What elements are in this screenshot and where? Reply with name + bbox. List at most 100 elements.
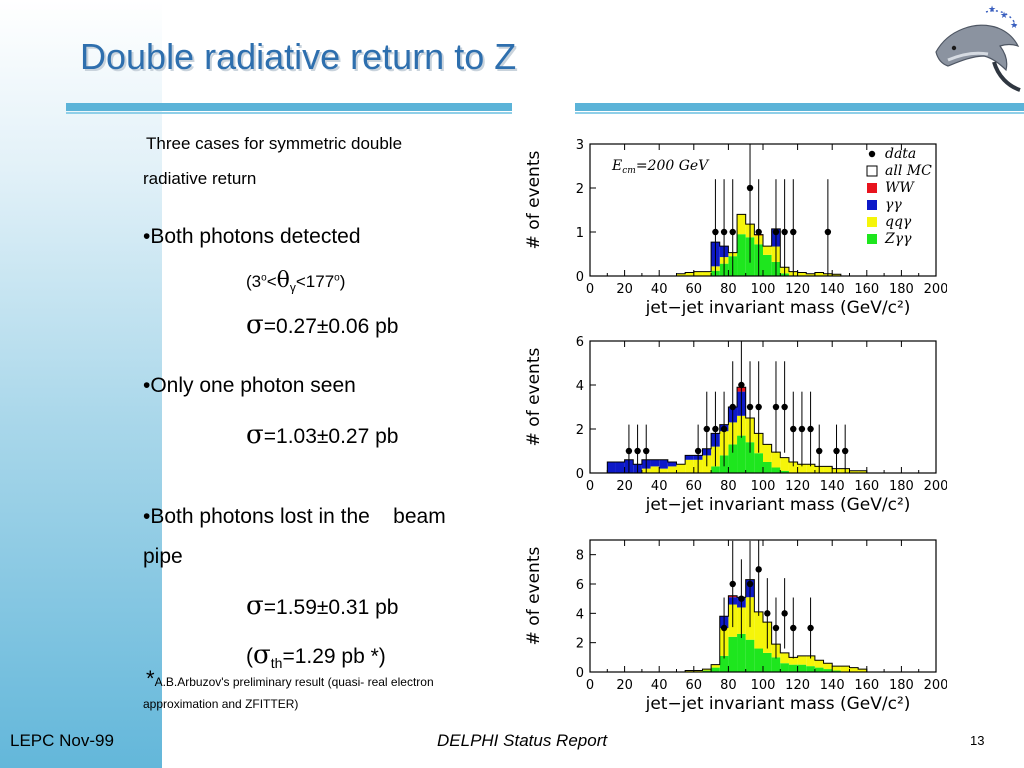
data-point (781, 610, 788, 617)
data-point (772, 228, 780, 236)
bar-qqγ (832, 666, 841, 671)
y-tick-label: 0 (576, 467, 584, 482)
bar-qqγ (840, 666, 850, 672)
bar-qqγ (676, 273, 686, 276)
case-1-heading: •Both photons detected (143, 225, 361, 248)
bar-Zγγ (763, 652, 772, 672)
bar-Zγγ (737, 435, 746, 473)
y-axis-label: # of events (524, 151, 544, 250)
data-point (703, 425, 710, 433)
bar-γγ (667, 462, 677, 467)
bar-Zγγ (719, 655, 729, 672)
data-point (720, 624, 728, 632)
footnote: *A.B.Arbuzov's preliminary result (quasi… (146, 666, 434, 691)
legend-label: WW (885, 180, 915, 196)
data-point (694, 447, 702, 455)
data-point (772, 403, 780, 411)
x-axis-label: jet−jet invariant mass (GeV/c²) (645, 694, 911, 712)
data-point (729, 580, 736, 588)
bar-qqγ (685, 459, 694, 473)
mc-outline (606, 386, 868, 473)
bar-qqγ (858, 669, 867, 672)
annotation-rest: =200 GeV (636, 158, 710, 174)
mc-outline (684, 579, 868, 672)
page-number: 13 (970, 733, 985, 748)
data-point (755, 228, 762, 236)
intro-line-2: radiative return (143, 169, 257, 188)
bar-qqγ (676, 464, 686, 473)
bar-qqγ (659, 468, 668, 473)
data-point (634, 447, 641, 455)
bar-qqγ (788, 462, 798, 473)
x-tick-label: 120 (785, 678, 810, 693)
x-tick-label: 40 (651, 282, 668, 297)
bar-qqγ (702, 669, 712, 671)
y-tick-label: 4 (576, 607, 584, 622)
bar-Zγγ (754, 453, 763, 473)
bar-qqγ (814, 660, 824, 668)
bar-Zγγ (788, 664, 798, 672)
x-tick-label: 160 (854, 282, 879, 297)
bar-Zγγ (728, 636, 738, 672)
x-tick-label: 20 (616, 479, 633, 494)
title-rule-right (575, 103, 1024, 111)
x-tick-label: 80 (720, 282, 737, 297)
y-tick-label: 3 (576, 138, 584, 153)
bar-Zγγ (754, 648, 763, 672)
bar-qqγ (667, 466, 677, 473)
bar-qqγ (832, 274, 841, 276)
legend-label: all MC (885, 163, 932, 179)
bar-Zγγ (780, 470, 789, 473)
sidebar-gradient (0, 0, 162, 768)
y-tick-label: 2 (576, 182, 584, 197)
legend-marker-mc (866, 165, 878, 177)
x-tick-label: 160 (854, 479, 879, 494)
bar-qqγ (797, 272, 807, 276)
annotation-sub: cm (622, 166, 636, 176)
x-tick-label: 200 (924, 479, 947, 494)
x-tick-label: 80 (720, 479, 737, 494)
data-point (798, 425, 806, 433)
case-3-heading-cont: pipe (143, 545, 183, 568)
histogram-panel-3: 0 20 40 60 80 100 120 140 160 180 200 0 2 4 6 8 jet−jet … (515, 532, 947, 712)
data-point (720, 228, 728, 236)
x-tick-label: 120 (785, 479, 810, 494)
y-tick-label: 2 (576, 637, 584, 652)
bar-Zγγ (745, 639, 755, 672)
x-tick-label: 140 (820, 479, 845, 494)
legend-label: data (885, 146, 916, 162)
svg-text:★: ★ (1000, 11, 1008, 21)
bar-qqγ (858, 470, 867, 473)
legend-label: Zγγ (884, 231, 912, 247)
bar-qqγ (763, 444, 772, 462)
data-point (772, 624, 780, 632)
bar-qqγ (737, 214, 746, 235)
data-point (764, 610, 771, 617)
bar-qqγ (685, 670, 694, 672)
bar-Zγγ (728, 444, 738, 473)
x-tick-label: 180 (889, 282, 914, 297)
y-tick-label: 2 (576, 423, 584, 438)
x-tick-label: 140 (820, 282, 845, 297)
bar-qqγ (685, 272, 694, 276)
x-tick-label: 20 (616, 678, 633, 693)
x-tick-label: 0 (586, 282, 594, 297)
legend-marker-green (867, 234, 877, 244)
data-point (790, 425, 797, 433)
legend-marker-yellow (867, 217, 877, 227)
x-axis-label: jet−jet invariant mass (GeV/c²) (645, 298, 911, 316)
y-axis-label: # of events (524, 348, 544, 447)
data-point (807, 425, 814, 433)
bar-γγ (659, 459, 668, 469)
data-point (841, 447, 849, 455)
bar-γγ (685, 455, 694, 460)
histogram-panel-1: 0 20 40 60 80 100 120 140 160 180 200 0 1 2 3 jet−jet i… (515, 136, 947, 316)
svg-text:★: ★ (988, 5, 996, 15)
data-point (729, 403, 736, 411)
title-rule (66, 103, 512, 111)
data-point (790, 624, 797, 632)
case-1-cross-section: σ=0.27±0.06 pb (246, 310, 399, 340)
x-tick-label: 180 (889, 678, 914, 693)
x-tick-label: 0 (586, 479, 594, 494)
bar-qqγ (693, 271, 703, 276)
